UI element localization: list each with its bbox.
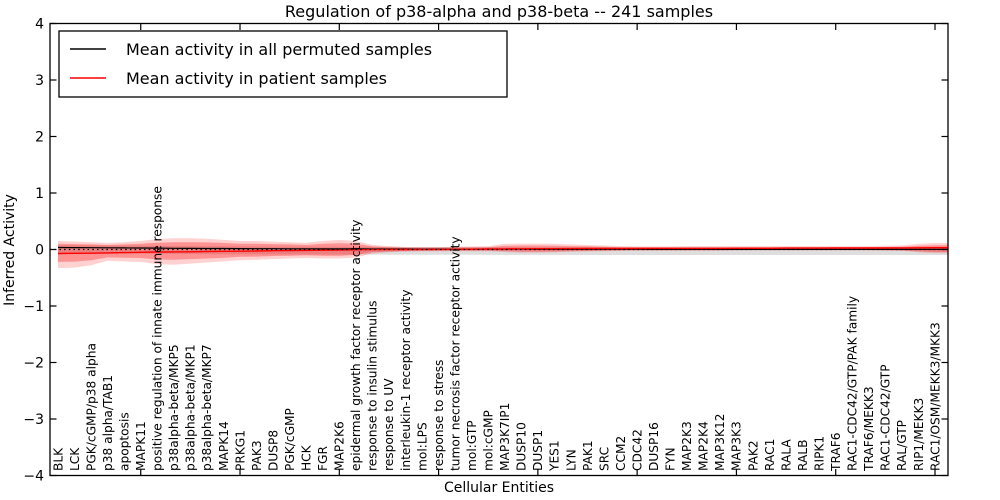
x-category-label: PAK2 (746, 440, 760, 471)
x-category-label: PAK3 (250, 440, 264, 471)
x-category-label: CDC42 (631, 429, 645, 471)
legend-box (58, 30, 508, 98)
x-category-label: PGK/cGMP (283, 408, 297, 471)
x-category-label: RAC1 (763, 439, 777, 471)
x-category-label: PRKG1 (233, 430, 247, 471)
x-category-label: interleukin-1 receptor activity (399, 290, 413, 471)
axes-layer: 4 3 2 1 0 −1 −2 −3 −4 (23, 17, 948, 485)
x-axis-label: Cellular Entities (444, 480, 554, 496)
x-category-label: epidermal growth factor receptor activit… (349, 220, 363, 471)
x-category-label: RAC1/OSM/MEKK3/MKK3 (928, 322, 942, 471)
bands-layer (58, 238, 948, 269)
x-category-label: TRAF6/MEKK3 (862, 386, 876, 472)
x-category-label: PAK1 (581, 440, 595, 471)
y-tick-label: −1 (23, 299, 44, 315)
legend: Mean activity in all permuted samples Me… (58, 30, 508, 98)
y-tick-label: 3 (35, 73, 44, 89)
x-category-label: RIP1/MEKK3 (912, 398, 926, 471)
y-tick-label: −3 (23, 412, 44, 428)
x-category-label: BLK (51, 447, 65, 471)
x-category-label: DUSP10 (515, 422, 529, 471)
x-category-label: FYN (664, 447, 678, 471)
x-category-label: MAP2K3 (680, 421, 694, 471)
plot-area-border (49, 22, 949, 477)
x-category-label: response to stress (432, 360, 446, 471)
x-category-label: DUSP8 (266, 430, 280, 471)
x-category-label: p38 alpha/TAB1 (101, 375, 115, 471)
legend-label-permuted: Mean activity in all permuted samples (126, 40, 432, 59)
x-category-label: RAL/GTP (895, 420, 909, 471)
y-tick-label: 1 (35, 186, 44, 202)
x-category-label: DUSP1 (531, 430, 545, 471)
x-category-label: MAP3K12 (713, 414, 727, 471)
y-tick-label: 2 (35, 130, 44, 146)
x-category-label: FGR (316, 446, 330, 471)
x-category-label: RAC1-CDC42/GTP (879, 364, 893, 471)
x-category-label: response to UV (382, 378, 396, 471)
y-tick-label: 0 (35, 243, 44, 259)
x-category-label: tumor necrosis factor receptor activity (448, 236, 462, 471)
x-category-label: SRC (597, 447, 611, 471)
x-category-label: MAP3K7IP1 (498, 403, 512, 471)
x-category-label: p38alpha-beta/MKP1 (184, 344, 198, 471)
x-category-label: p38alpha-beta/MKP7 (200, 344, 214, 471)
x-category-label: MAP2K6 (333, 421, 347, 471)
x-category-label: CCM2 (614, 436, 628, 471)
x-category-label: LCK (68, 447, 82, 471)
x-category-label: RALB (796, 440, 810, 471)
lines-layer (50, 246, 948, 255)
patient-mean-line (57, 247, 948, 255)
x-category-label: mol:GTP (465, 420, 479, 471)
x-category-label: MAPK11 (134, 421, 148, 471)
x-category-label: YES1 (548, 440, 562, 472)
x-category-label: mol:cGMP (482, 410, 496, 471)
x-category-label: TRAF6 (829, 432, 843, 472)
x-category-labels-layer: BLK LCK PGK/cGMP/p38 alpha p38 alpha/TAB1 ap… (51, 186, 942, 472)
y-tick-label: 4 (35, 17, 44, 33)
x-category-label: RAC1-CDC42/GTP/PAK family (846, 296, 860, 471)
x-category-label: mol:LPS (415, 422, 429, 471)
x-category-label: apoptosis (118, 412, 132, 471)
x-category-label: MAPK14 (217, 421, 231, 471)
x-category-label: RALA (779, 439, 793, 471)
y-axis-label: Inferred Activity (2, 194, 18, 306)
x-category-label: DUSP16 (647, 422, 661, 471)
patient-outer-band (58, 238, 948, 269)
legend-label-patient: Mean activity in patient samples (126, 69, 387, 88)
chart-title: Regulation of p38-alpha and p38-beta -- … (285, 2, 713, 21)
x-category-label: HCK (300, 444, 314, 471)
x-category-label: response to insulin stimulus (366, 301, 380, 471)
x-category-label: MAP2K4 (697, 421, 711, 471)
x-category-label: MAP3K3 (730, 421, 744, 471)
x-category-label: PGK/cGMP/p38 alpha (84, 343, 98, 471)
x-category-label: RIPK1 (813, 436, 827, 471)
x-category-label: p38alpha-beta/MKP5 (167, 344, 181, 471)
x-category-label: positive regulation of innate immune res… (151, 186, 165, 471)
patient-inner-band (58, 242, 948, 262)
x-category-label: LYN (564, 449, 578, 471)
y-tick-label: −2 (23, 356, 44, 372)
y-tick-label: −4 (23, 469, 44, 485)
